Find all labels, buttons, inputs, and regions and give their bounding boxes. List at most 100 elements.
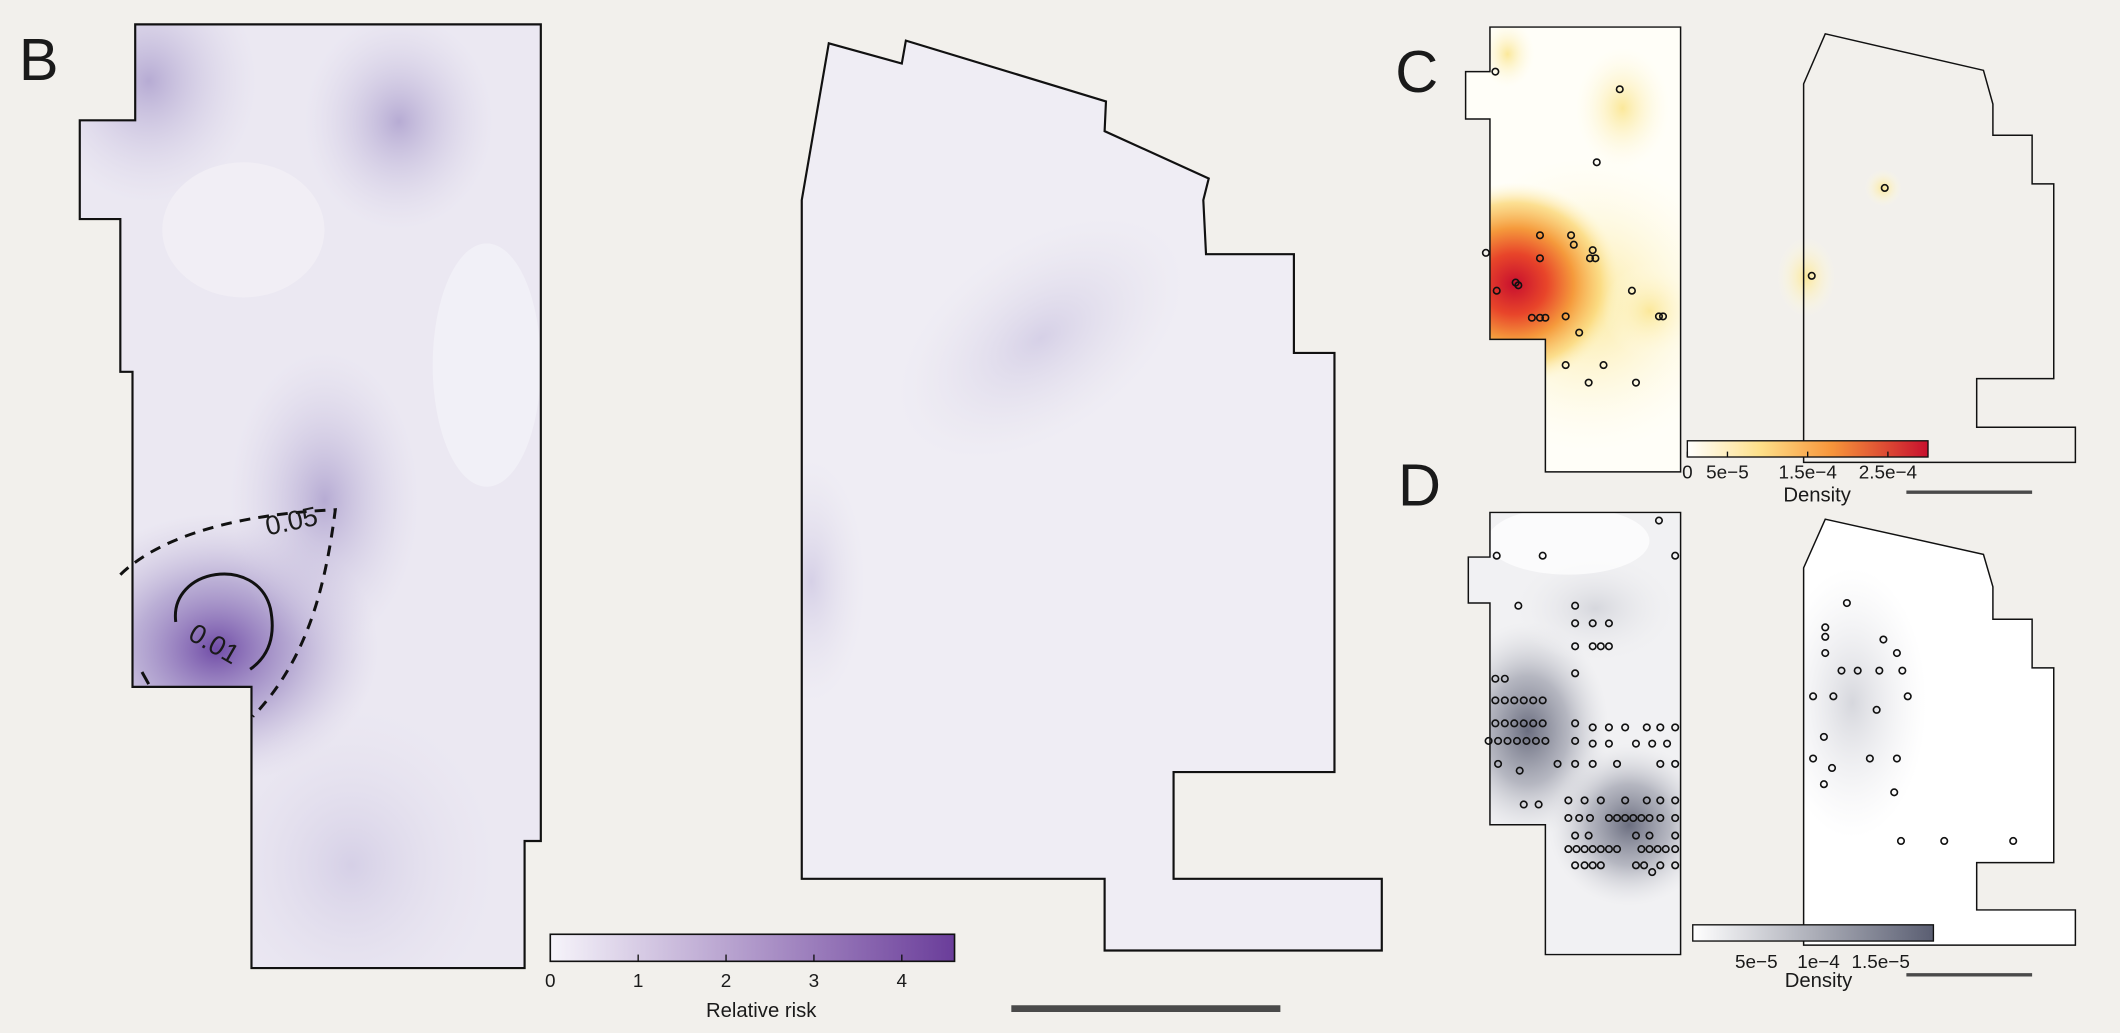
incident-point [1671, 796, 1680, 805]
colorbar-tick-label: 5e−5 [1735, 952, 1778, 973]
incident-point [1645, 813, 1654, 823]
panel-label: D [1398, 452, 1441, 519]
incident-point [1494, 736, 1503, 745]
incident-point [1522, 736, 1531, 745]
incident-point [1571, 619, 1580, 628]
contour-line [140, 671, 151, 685]
colorbar-tick-label: 0 [545, 971, 556, 992]
incident-point [1588, 246, 1597, 255]
incident-point [1596, 642, 1605, 651]
risk-map-right [801, 40, 1382, 951]
incident-point [1656, 723, 1665, 732]
colorbar-tick-label: 5e−5 [1706, 463, 1749, 484]
incident-point [1491, 696, 1500, 705]
density-map-right [1803, 519, 2076, 946]
incident-point [1588, 845, 1597, 854]
panel-label: B [19, 26, 59, 93]
panel-label: C [1395, 38, 1438, 105]
incident-point [1588, 619, 1597, 628]
incident-point [1671, 813, 1680, 823]
incident-point [1837, 666, 1846, 675]
incident-point [1564, 796, 1573, 805]
incident-point [1615, 85, 1624, 94]
incident-point [1571, 759, 1580, 768]
incident-point [1821, 649, 1830, 658]
incident-point [1819, 732, 1828, 741]
incident-point [1561, 312, 1570, 321]
incident-point [1510, 719, 1519, 728]
incident-points [1481, 67, 2018, 877]
incident-point [1642, 796, 1651, 805]
incident-point [1529, 696, 1538, 705]
incident-point [1535, 231, 1545, 240]
colorbar-tick-label: 1e−4 [1797, 952, 1840, 973]
incident-point [1500, 719, 1509, 728]
incident-point [1642, 723, 1651, 732]
incident-point [1572, 845, 1581, 854]
contour-line [174, 572, 274, 671]
incident-point [1872, 705, 1881, 714]
incident-point [1580, 845, 1589, 854]
incident-point [1484, 736, 1493, 745]
density-map-left [1465, 27, 1681, 472]
incident-point [1538, 696, 1547, 705]
incident-point [1571, 736, 1580, 745]
incident-point [1621, 723, 1630, 732]
incident-point [1529, 719, 1538, 728]
map-outline [78, 23, 542, 970]
incident-point [1940, 836, 1949, 846]
colorbar-tick-label: 0 [1682, 463, 1693, 484]
incident-point [1596, 796, 1605, 805]
incident-point [1853, 666, 1862, 675]
incident-point [1604, 739, 1613, 748]
incident-point [1621, 813, 1630, 823]
incident-point [1880, 183, 1889, 193]
incident-point [1534, 800, 1543, 809]
density-spot [1864, 169, 1903, 207]
incident-point [1648, 739, 1657, 748]
colorbar [549, 933, 956, 963]
incident-point [1612, 759, 1622, 768]
incident-point [1596, 861, 1605, 870]
incident-point [1510, 696, 1519, 705]
incident-point [2009, 836, 2018, 846]
incident-point [1645, 845, 1654, 854]
incident-point [1588, 723, 1597, 732]
incident-point [1892, 649, 1901, 658]
incident-point [1879, 635, 1888, 644]
map-outline [1467, 511, 1682, 956]
colorbar-tick-label: 4 [897, 971, 908, 992]
colorbar-tick-label: 3 [809, 971, 820, 992]
incident-point [1561, 361, 1570, 370]
incident-point [1604, 845, 1613, 854]
incident-point [1671, 861, 1680, 870]
incident-point [1571, 642, 1580, 651]
incident-point [1612, 845, 1622, 854]
incident-point [1503, 736, 1512, 745]
incident-point [1580, 861, 1589, 870]
incident-point [1588, 861, 1597, 870]
incident-point [1599, 361, 1608, 370]
incident-point [1827, 763, 1837, 773]
incident-point [1671, 759, 1680, 768]
incident-point [1588, 739, 1597, 748]
colorbar-tick-label: 1 [633, 971, 644, 992]
incident-point [1491, 674, 1500, 683]
incident-point [1631, 378, 1641, 387]
incident-point [1809, 692, 1818, 701]
incident-point [1896, 836, 1906, 846]
incident-point [1500, 674, 1509, 683]
incident-point [1661, 845, 1670, 854]
incident-point [1512, 736, 1522, 745]
colorbar-title: Relative risk [706, 1000, 817, 1022]
incident-point [1580, 796, 1589, 805]
incident-point [1631, 739, 1641, 748]
colorbar-title: Density [1785, 970, 1853, 992]
incident-point [1809, 754, 1818, 763]
incident-point [1671, 551, 1680, 560]
incident-point [1875, 666, 1884, 675]
incident-point [1648, 868, 1657, 877]
incident-point [1481, 248, 1490, 257]
